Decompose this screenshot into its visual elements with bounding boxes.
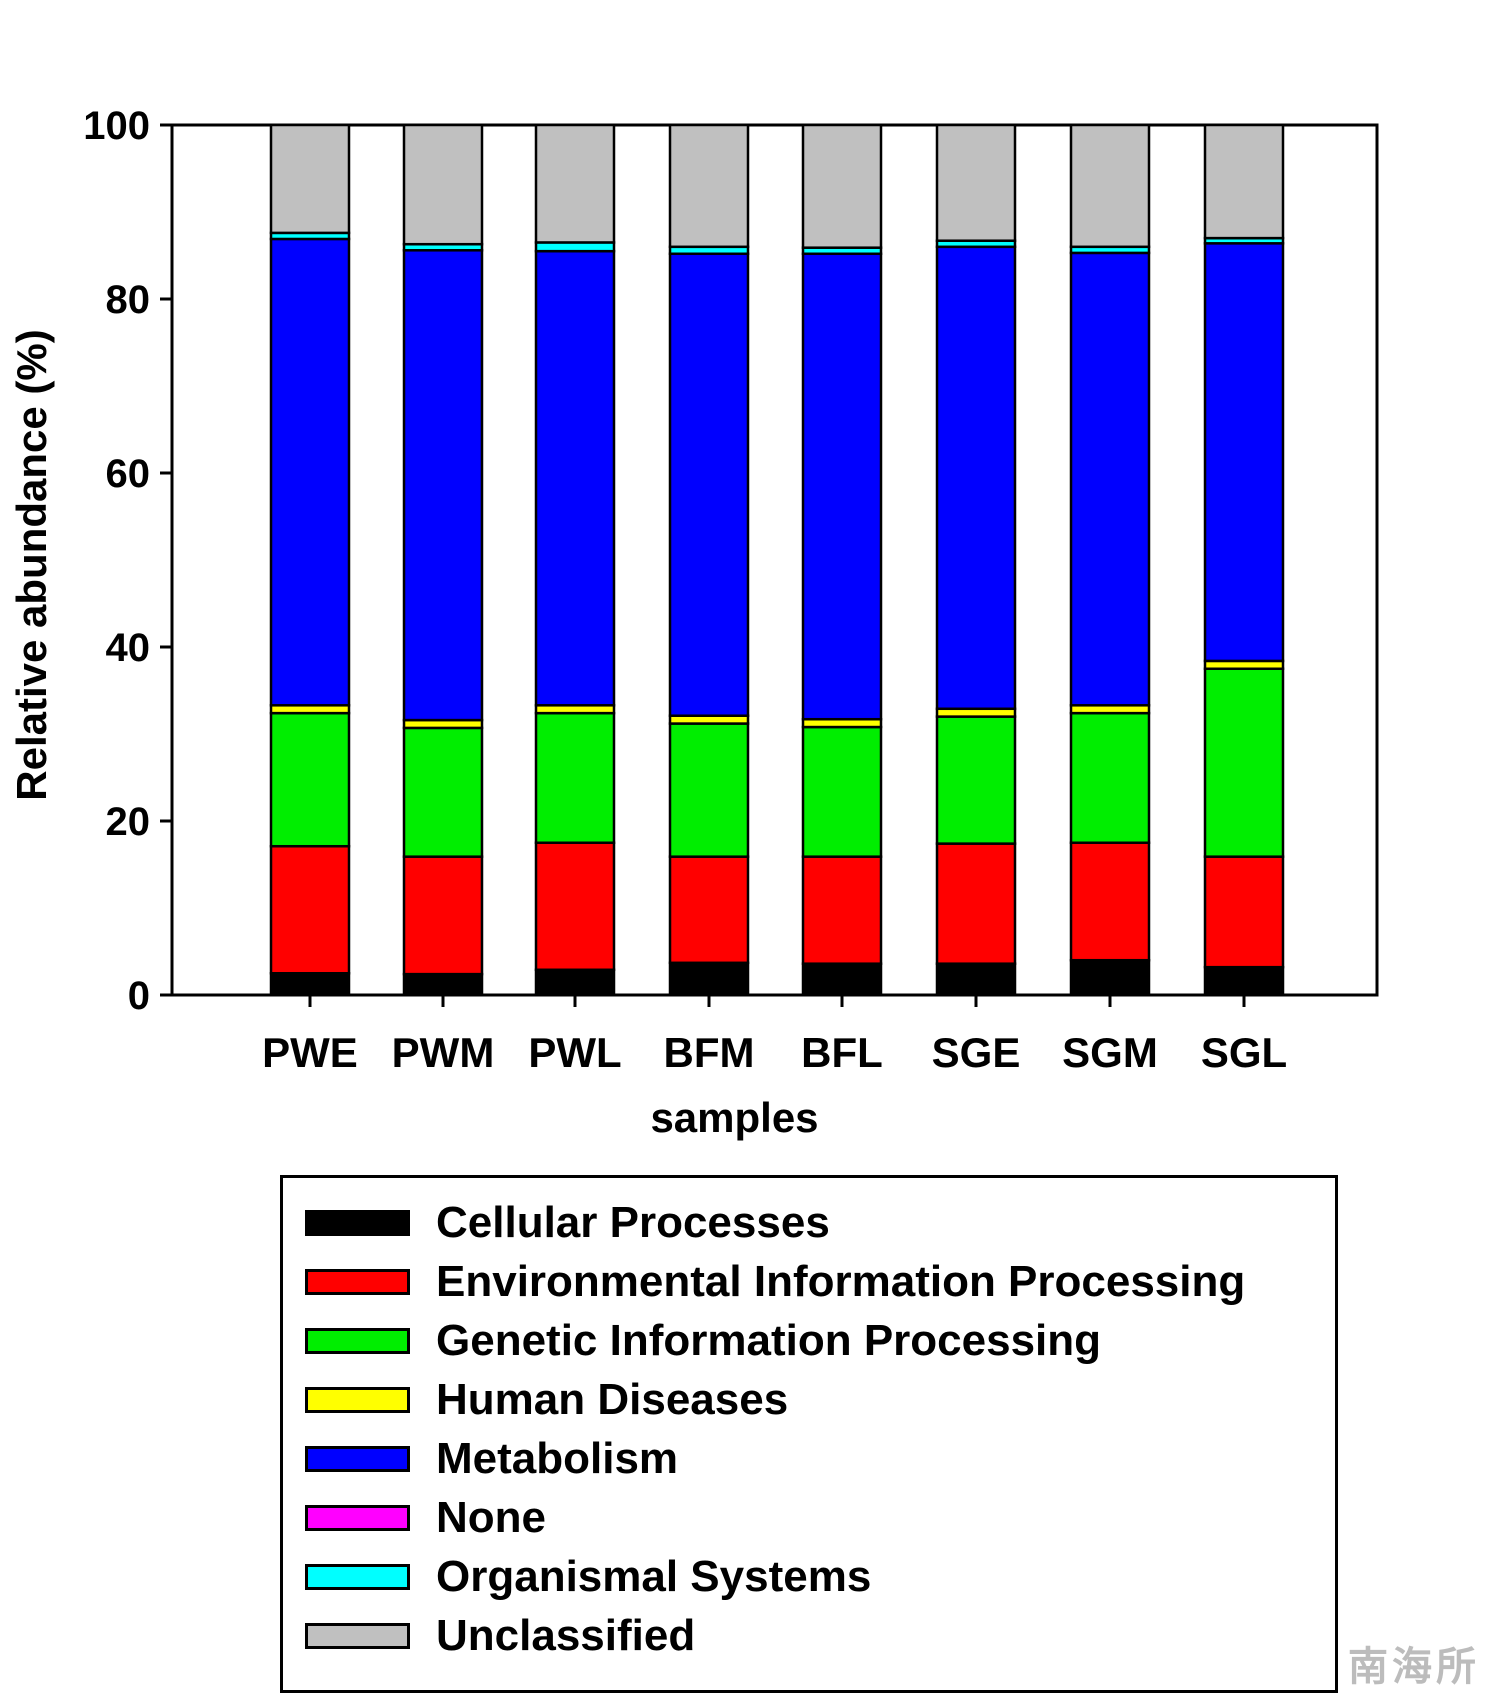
bar-segment-pwl-genetic-information-processing — [534, 711, 616, 844]
bar-segment-pwe-genetic-information-processing — [269, 711, 351, 848]
bar-segment-pwm-cellular-processes — [402, 972, 484, 997]
x-tick-label: BFM — [664, 1029, 755, 1076]
bar-segment-pwe-metabolism — [269, 237, 351, 707]
x-tick-label: PWL — [528, 1029, 621, 1076]
bar-segment-sge-environmental-information-processing — [935, 842, 1017, 965]
bar-segment-sgm-genetic-information-processing — [1069, 711, 1151, 844]
legend-swatch — [305, 1210, 410, 1236]
bar-segment-pwe-cellular-processes — [269, 972, 351, 997]
x-axis-title: samples — [650, 1094, 818, 1141]
bar-segment-bfl-cellular-processes — [801, 962, 883, 997]
bar-segment-pwl-organismal-systems — [534, 241, 616, 253]
bar-segment-bfm-cellular-processes — [668, 961, 750, 997]
bar-segment-pwe-environmental-information-processing — [269, 844, 351, 975]
y-tick-label: 80 — [106, 278, 151, 322]
legend-label: Unclassified — [436, 1611, 696, 1660]
legend-swatch — [305, 1269, 410, 1295]
legend-item: Cellular Processes — [305, 1198, 830, 1248]
bar-segment-bfl-genetic-information-processing — [801, 725, 883, 858]
legend-swatch — [305, 1623, 410, 1649]
bar-segment-pwl-metabolism — [534, 249, 616, 707]
x-tick-label: SGM — [1062, 1029, 1158, 1076]
bar-segment-sgl-cellular-processes — [1203, 965, 1285, 997]
bar-segment-pwm-environmental-information-processing — [402, 855, 484, 976]
legend-item: Metabolism — [305, 1434, 678, 1484]
bar-segment-pwe-unclassified — [269, 123, 351, 235]
bar-segment-pwm-metabolism — [402, 249, 484, 722]
legend-swatch — [305, 1505, 410, 1531]
x-tick-label: SGL — [1201, 1029, 1287, 1076]
bar-segment-pwm-unclassified — [402, 123, 484, 246]
bar-segment-bfm-metabolism — [668, 252, 750, 717]
bar-segment-sgm-unclassified — [1069, 123, 1151, 249]
legend-item: Unclassified — [305, 1611, 695, 1661]
y-tick-label: 100 — [83, 104, 150, 148]
legend-item: None — [305, 1493, 546, 1543]
bar-segment-pwl-environmental-information-processing — [534, 841, 616, 972]
bar-segment-sgm-metabolism — [1069, 251, 1151, 707]
y-tick-label: 60 — [106, 452, 151, 496]
bar-segment-sgl-unclassified — [1203, 123, 1285, 240]
x-tick-label: PWE — [262, 1029, 358, 1076]
bar-segment-bfm-environmental-information-processing — [668, 855, 750, 965]
legend-item: Organismal Systems — [305, 1552, 871, 1602]
bar-segment-bfl-unclassified — [801, 123, 883, 249]
y-tick-label: 20 — [106, 800, 151, 844]
bar-segment-pwl-cellular-processes — [534, 968, 616, 997]
bar-segment-sgm-environmental-information-processing — [1069, 841, 1151, 962]
legend-swatch — [305, 1328, 410, 1354]
plot-frame — [170, 123, 1379, 997]
legend-swatch — [305, 1564, 410, 1590]
legend: Cellular Processes Environmental Informat… — [280, 1175, 1338, 1693]
legend-item: Human Diseases — [305, 1375, 788, 1425]
bar-segment-pwm-genetic-information-processing — [402, 726, 484, 858]
stacked-bar-chart: 0 20 40 60 80 100 PWE PWM PWL BFM BFL SGE SGM SGL samp… — [8, 104, 1379, 1141]
bar-segment-sgl-metabolism — [1203, 242, 1285, 663]
bar-segment-sge-genetic-information-processing — [935, 715, 1017, 845]
y-tick-label: 40 — [106, 626, 151, 670]
watermark: 南海所 — [1348, 1644, 1480, 1690]
legend-label: Cellular Processes — [436, 1198, 830, 1247]
x-tick-label: BFL — [801, 1029, 883, 1076]
y-tick-label: 0 — [128, 974, 150, 1018]
legend-label: None — [436, 1493, 546, 1542]
x-tick-label: SGE — [932, 1029, 1021, 1076]
legend-item: Environmental Information Processing — [305, 1257, 1245, 1307]
bar-segment-sgl-genetic-information-processing — [1203, 667, 1285, 858]
bar-segment-bfl-environmental-information-processing — [801, 855, 883, 965]
bar-segment-sge-metabolism — [935, 245, 1017, 711]
y-axis-title: Relative abundance (%) — [8, 329, 55, 800]
legend-swatch — [305, 1446, 410, 1472]
legend-item: Genetic Information Processing — [305, 1316, 1101, 1366]
bar-segment-sge-unclassified — [935, 123, 1017, 242]
legend-label: Human Diseases — [436, 1375, 789, 1424]
bar-segment-pwl-unclassified — [534, 123, 616, 244]
bar-segment-bfm-unclassified — [668, 123, 750, 249]
bar-segment-bfm-genetic-information-processing — [668, 722, 750, 858]
legend-label: Organismal Systems — [436, 1552, 872, 1601]
legend-label: Environmental Information Processing — [436, 1257, 1246, 1306]
bar-segment-sgm-cellular-processes — [1069, 958, 1151, 997]
bar-segment-bfl-metabolism — [801, 252, 883, 721]
bar-segment-sgl-environmental-information-processing — [1203, 855, 1285, 969]
legend-swatch — [305, 1387, 410, 1413]
legend-label: Metabolism — [436, 1434, 679, 1483]
x-tick-label: PWM — [392, 1029, 495, 1076]
legend-label: Genetic Information Processing — [436, 1316, 1102, 1365]
bar-segment-sge-cellular-processes — [935, 962, 1017, 997]
